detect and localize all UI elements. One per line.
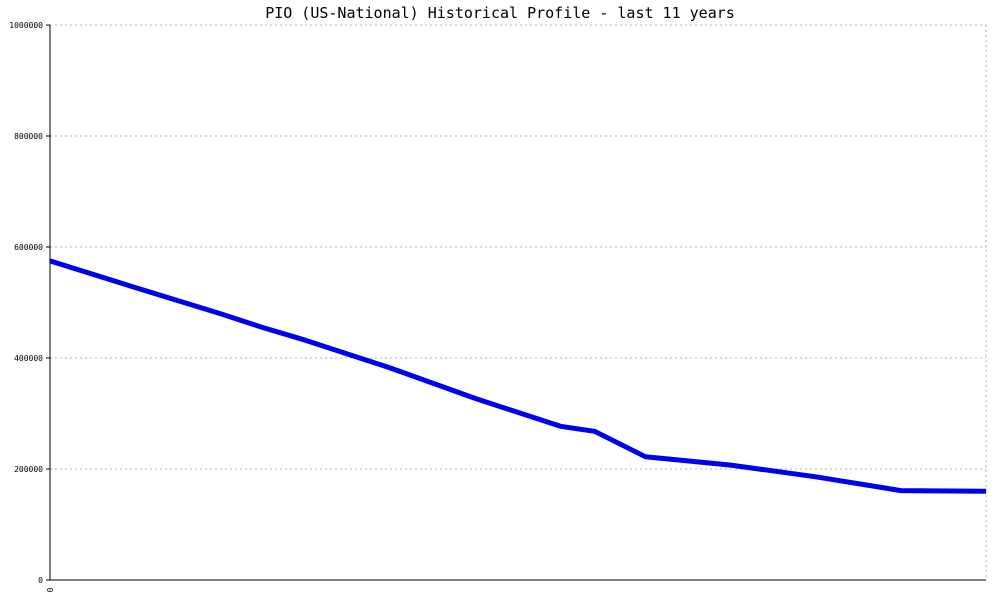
y-axis-ticks: 0 200000 400000 600000 800000 1000000 bbox=[9, 21, 50, 585]
series-layer bbox=[49, 258, 987, 494]
axes bbox=[49, 25, 986, 581]
chart-title: PIO (US-National) Historical Profile - l… bbox=[265, 4, 735, 22]
y-tick-label: 800000 bbox=[14, 132, 43, 141]
y-tick-label: 0 bbox=[38, 576, 43, 585]
y-tick-label: 200000 bbox=[14, 465, 43, 474]
x-axis-ticks: 0 bbox=[46, 587, 55, 592]
series-line bbox=[49, 258, 987, 494]
y-tick-label: 400000 bbox=[14, 354, 43, 363]
grid-lines bbox=[50, 24, 987, 580]
y-tick-label: 1000000 bbox=[9, 21, 43, 30]
x-tick-label: 0 bbox=[46, 587, 55, 592]
y-tick-label: 600000 bbox=[14, 243, 43, 252]
